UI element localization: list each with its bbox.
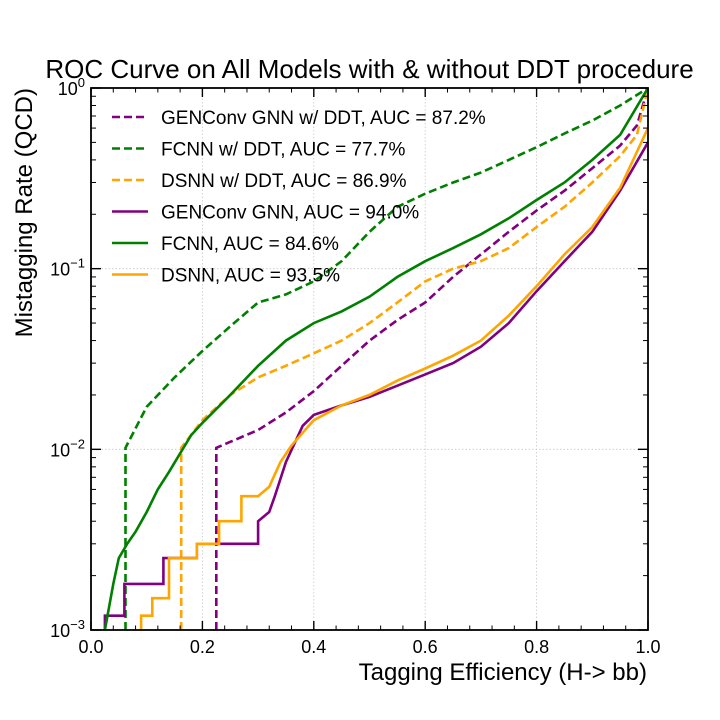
x-tick-label: 0.6 — [413, 637, 438, 657]
y-tick-base: 10 — [50, 260, 70, 280]
series-line-fcnn-solid — [103, 88, 648, 630]
series-line-genconv-gnn-solid — [103, 141, 648, 630]
chart-title: ROC Curve on All Models with & without D… — [45, 54, 693, 84]
legend-label: DSNN w/ DDT, AUC = 86.9% — [161, 171, 407, 192]
series-line-dsnn-w-ddt — [179, 88, 648, 630]
series-line-genconv-gnn-w-ddt — [215, 88, 648, 630]
series-lines — [103, 88, 648, 630]
axis-ticks — [90, 87, 649, 631]
x-tick-label: 1.0 — [635, 637, 660, 657]
y-tick-base: 10 — [58, 79, 78, 99]
y-tick-exponent: −3 — [70, 617, 85, 632]
y-tick-label: 10−1 — [50, 256, 85, 280]
x-axis-title: Tagging Efficiency (H-> bb) — [359, 659, 647, 686]
legend-label: FCNN w/ DDT, AUC = 77.7% — [161, 140, 406, 161]
y-tick-label: 10−3 — [50, 617, 85, 641]
y-tick-base: 10 — [50, 440, 70, 460]
plot-frame — [90, 87, 649, 631]
legend-label: FCNN, AUC = 84.6% — [161, 234, 339, 255]
y-tick-label: 100 — [58, 75, 85, 99]
legend-label: DSNN, AUC = 93.5% — [161, 266, 340, 287]
x-tick-label: 0.8 — [524, 637, 549, 657]
y-axis-title: Mistagging Rate (QCD) — [11, 88, 38, 337]
y-tick-exponent: 0 — [78, 75, 85, 90]
y-tick-exponent: −2 — [70, 436, 85, 451]
y-tick-exponent: −1 — [70, 256, 85, 271]
x-tick-label: 0.2 — [190, 637, 215, 657]
legend-label: GENConv GNN w/ DDT, AUC = 87.2% — [161, 108, 486, 129]
y-tick-base: 10 — [50, 621, 70, 641]
x-tick-label: 0.4 — [301, 637, 326, 657]
series-line-fcnn-w-ddt — [124, 88, 648, 630]
x-tick-labels: 0.0 0.2 0.4 0.6 0.8 1.0 — [78, 637, 660, 657]
y-tick-label: 10−2 — [50, 436, 85, 460]
x-tick-label: 0.0 — [78, 637, 103, 657]
grid — [91, 88, 648, 630]
legend-label: GENConv GNN, AUC = 94.0% — [161, 203, 419, 224]
legend: GENConv GNN w/ DDT, AUC = 87.2% FCNN w/ D… — [112, 108, 486, 287]
series-line-dsnn-solid — [139, 127, 648, 630]
